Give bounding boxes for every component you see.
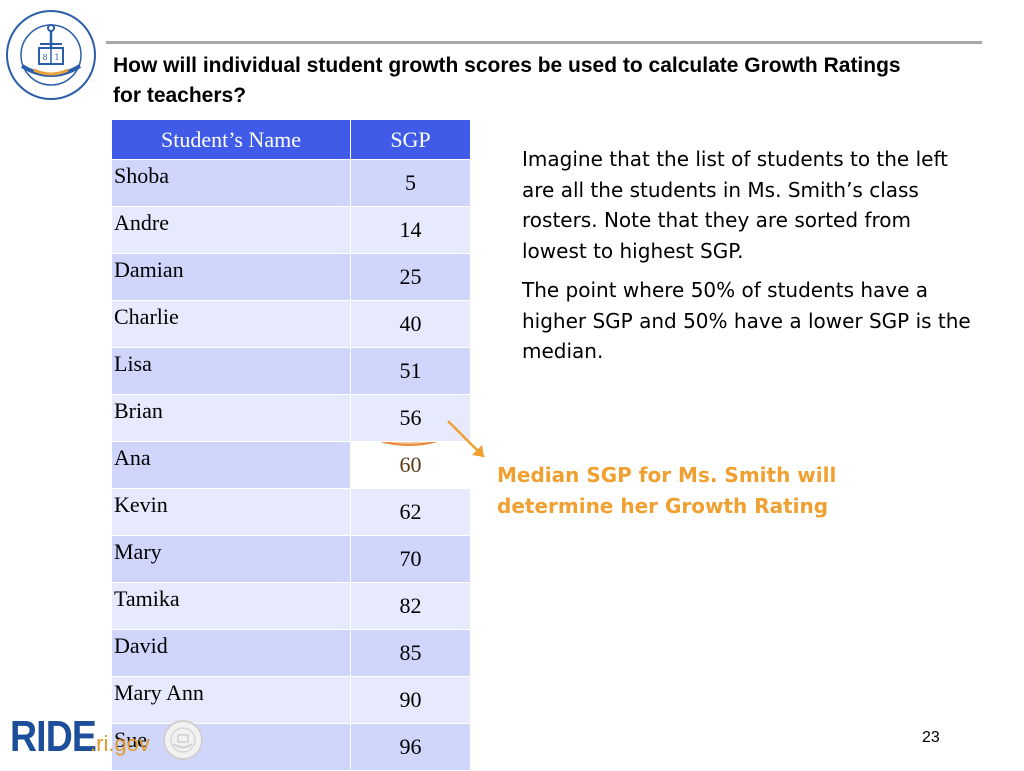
table-row: Charlie 40 xyxy=(112,301,471,348)
table-row: Brian 56 xyxy=(112,395,471,442)
student-name-cell: Lisa xyxy=(112,348,351,395)
table-row-median: Ana 60 xyxy=(112,442,471,489)
student-name-cell: Mary Ann xyxy=(112,677,351,724)
header-divider xyxy=(106,41,982,44)
table-row: Damian 25 xyxy=(112,254,471,301)
ride-logo-domain: .ri.gov xyxy=(90,731,150,757)
sgp-cell: 90 xyxy=(351,677,471,724)
sgp-cell: 40 xyxy=(351,301,471,348)
svg-text:8: 8 xyxy=(42,53,47,62)
table-row: Shoba 5 xyxy=(112,160,471,207)
sgp-cell: 5 xyxy=(351,160,471,207)
student-name-cell: Shoba xyxy=(112,160,351,207)
footer-seal-icon xyxy=(162,719,204,761)
sgp-cell: 85 xyxy=(351,630,471,677)
student-name-cell: David xyxy=(112,630,351,677)
student-name-cell: Damian xyxy=(112,254,351,301)
table-row: Mary Ann 90 xyxy=(112,677,471,724)
ride-logo-text: RIDE xyxy=(10,712,96,762)
page-number: 23 xyxy=(922,729,940,747)
student-name-cell: Brian xyxy=(112,395,351,442)
explanation-paragraph-1: Imagine that the list of students to the… xyxy=(522,144,982,266)
student-name-cell: Ana xyxy=(112,442,351,489)
explanation-paragraph-2: The point where 50% of students have a h… xyxy=(522,275,982,367)
table-row: Kevin 62 xyxy=(112,489,471,536)
sgp-cell: 70 xyxy=(351,536,471,583)
sgp-cell: 62 xyxy=(351,489,471,536)
student-name-cell: Charlie xyxy=(112,301,351,348)
sgp-cell: 51 xyxy=(351,348,471,395)
ride-seal-logo: 8 1 xyxy=(4,8,98,102)
student-name-cell: Tamika xyxy=(112,583,351,630)
svg-text:1: 1 xyxy=(54,53,59,62)
callout-arrow-icon xyxy=(440,415,500,475)
median-sgp-value: 60 xyxy=(400,452,422,477)
student-name-cell: Mary xyxy=(112,536,351,583)
sgp-cell: 14 xyxy=(351,207,471,254)
column-header-sgp: SGP xyxy=(351,120,471,160)
table-row: Lisa 51 xyxy=(112,348,471,395)
student-sgp-table: Student’s Name SGP Shoba 5 Andre 14 Dami… xyxy=(111,119,471,771)
student-name-cell: Andre xyxy=(112,207,351,254)
column-header-student-name: Student’s Name xyxy=(112,120,351,160)
table-row: David 85 xyxy=(112,630,471,677)
explanation-text-box: Imagine that the list of students to the… xyxy=(522,144,982,376)
sgp-cell: 82 xyxy=(351,583,471,630)
sgp-cell: 96 xyxy=(351,724,471,771)
median-callout-text: Median SGP for Ms. Smith will determine … xyxy=(497,460,897,522)
table-row: Tamika 82 xyxy=(112,583,471,630)
table-row: Andre 14 xyxy=(112,207,471,254)
sgp-cell: 25 xyxy=(351,254,471,301)
slide-title: How will individual student growth score… xyxy=(113,51,913,111)
table-row: Mary 70 xyxy=(112,536,471,583)
student-name-cell: Kevin xyxy=(112,489,351,536)
